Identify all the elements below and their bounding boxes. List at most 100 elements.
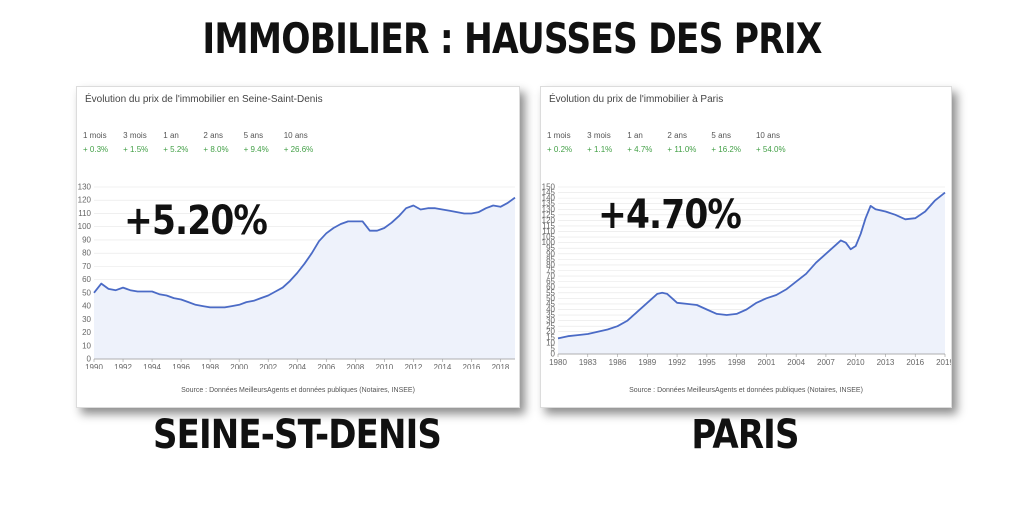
y-tick-label: 80	[546, 260, 555, 269]
stat-label: 1 an	[627, 131, 643, 140]
x-tick-label: 2016	[463, 363, 481, 369]
y-tick-label: 25	[546, 322, 555, 331]
y-tick-label: 15	[546, 333, 555, 342]
stat-value: + 26.6%	[283, 145, 314, 154]
x-tick-label: 2000	[230, 363, 248, 369]
x-tick-label: 1980	[549, 358, 567, 367]
y-tick-label: 55	[546, 288, 555, 297]
x-tick-label: 1992	[114, 363, 132, 369]
x-tick-label: 1998	[201, 363, 219, 369]
y-tick-label: 30	[546, 316, 555, 325]
stat-value: + 54.0%	[755, 145, 786, 154]
x-tick-label: 2002	[259, 363, 277, 369]
x-tick-label: 2018	[492, 363, 510, 369]
y-tick-label: 30	[82, 315, 91, 324]
stat-value: + 1.1%	[587, 145, 613, 154]
stat-label: 5 ans	[711, 131, 731, 140]
x-tick-label: 2010	[375, 363, 393, 369]
y-tick-label: 110	[542, 227, 555, 236]
panel-title: Évolution du prix de l'immobilier à Pari…	[549, 94, 724, 105]
x-tick-label: 1990	[85, 363, 103, 369]
y-tick-label: 140	[542, 194, 556, 203]
x-tick-label: 1992	[668, 358, 686, 367]
stat-label: 3 mois	[587, 131, 611, 140]
x-tick-label: 1996	[172, 363, 190, 369]
stat-item: 10 ans + 26.6%	[284, 131, 314, 154]
y-tick-label: 0	[87, 355, 92, 364]
y-tick-label: 90	[82, 235, 91, 244]
stat-item: 10 ans + 54.0%	[756, 131, 786, 154]
stat-label: 10 ans	[755, 131, 781, 140]
y-tick-label: 0	[551, 350, 556, 359]
x-tick-label: 2004	[787, 358, 805, 367]
y-tick-label: 130	[78, 183, 92, 192]
x-tick-label: 2010	[847, 358, 865, 367]
y-tick-label: 95	[546, 244, 555, 253]
stat-item: 2 ans + 8.0%	[203, 131, 228, 154]
y-tick-label: 85	[546, 255, 555, 264]
series-area	[94, 197, 515, 359]
stat-value: + 4.7%	[627, 145, 653, 154]
y-tick-label: 65	[546, 277, 555, 286]
stat-value: + 16.2%	[711, 145, 741, 154]
stat-value: + 8.0%	[203, 145, 229, 154]
x-tick-label: 2006	[317, 363, 335, 369]
y-tick-label: 60	[546, 283, 555, 292]
x-tick-label: 2004	[288, 363, 306, 369]
stat-label: 2 ans	[203, 131, 223, 140]
stat-item: 1 an + 5.2%	[163, 131, 188, 154]
x-tick-label: 2001	[757, 358, 775, 367]
stats-row: 1 mois + 0.3% 3 mois + 1.5% 1 an + 5.2% 2 a…	[83, 131, 328, 154]
stat-value: + 0.3%	[83, 145, 109, 154]
headline: IMMOBILIER : HAUSSES DES PRIX	[202, 14, 822, 63]
stats-row: 1 mois + 0.2% 3 mois + 1.1% 1 an + 4.7% 2 a…	[547, 131, 801, 154]
y-tick-label: 125	[542, 210, 556, 219]
stat-label: 1 an	[163, 131, 179, 140]
y-tick-label: 100	[78, 222, 92, 231]
y-tick-label: 135	[542, 199, 556, 208]
y-tick-label: 50	[546, 294, 555, 303]
x-tick-label: 2008	[346, 363, 364, 369]
y-tick-label: 35	[546, 311, 555, 320]
stat-value: + 9.4%	[243, 145, 269, 154]
stat-label: 10 ans	[283, 131, 308, 140]
annual-change-paris: +4.70%	[598, 192, 742, 238]
x-tick-label: 1983	[579, 358, 597, 367]
stat-item: 2 ans + 11.0%	[667, 131, 696, 154]
y-tick-label: 40	[546, 305, 555, 314]
price-chart-seine-saint-denis: 0 10 20 30 40 50 60 70 80 90 100 110 120 130 1990 1992 1…	[78, 183, 516, 369]
chart-panel-paris: Évolution du prix de l'immobilier à Pari…	[540, 86, 952, 408]
x-tick-label: 1994	[143, 363, 161, 369]
x-tick-label: 1998	[728, 358, 746, 367]
stat-label: 1 mois	[83, 131, 107, 140]
x-tick-label: 1989	[638, 358, 656, 367]
stat-label: 5 ans	[243, 131, 264, 140]
y-tick-label: 80	[82, 249, 91, 258]
stat-item: 1 mois + 0.2%	[547, 131, 572, 154]
source-note: Source : Données MeilleursAgents et donn…	[629, 387, 863, 394]
y-tick-label: 50	[82, 288, 91, 297]
x-tick-label: 2012	[404, 363, 422, 369]
y-tick-label: 75	[546, 266, 555, 275]
stat-item: 5 ans + 16.2%	[711, 131, 741, 154]
x-tick-label: 2019	[936, 358, 951, 367]
y-tick-label: 150	[542, 183, 556, 192]
stat-item: 5 ans + 9.4%	[244, 131, 269, 154]
y-tick-label: 90	[546, 249, 555, 258]
stat-value: + 11.0%	[667, 145, 697, 154]
y-tick-label: 120	[78, 196, 92, 205]
y-tick-label: 5	[551, 344, 556, 353]
y-tick-label: 20	[546, 327, 555, 336]
y-tick-label: 10	[82, 341, 91, 350]
x-tick-label: 2007	[817, 358, 835, 367]
y-tick-label: 105	[542, 233, 556, 242]
stat-item: 3 mois + 1.5%	[123, 131, 148, 154]
stat-item: 1 an + 4.7%	[627, 131, 652, 154]
series-area	[558, 192, 945, 354]
stat-label: 1 mois	[547, 131, 571, 140]
stat-value: + 5.2%	[163, 145, 189, 154]
stat-value: + 0.2%	[547, 145, 573, 154]
caption-paris: PARIS	[691, 412, 799, 458]
y-tick-label: 70	[82, 262, 91, 271]
x-tick-label: 2014	[434, 363, 452, 369]
